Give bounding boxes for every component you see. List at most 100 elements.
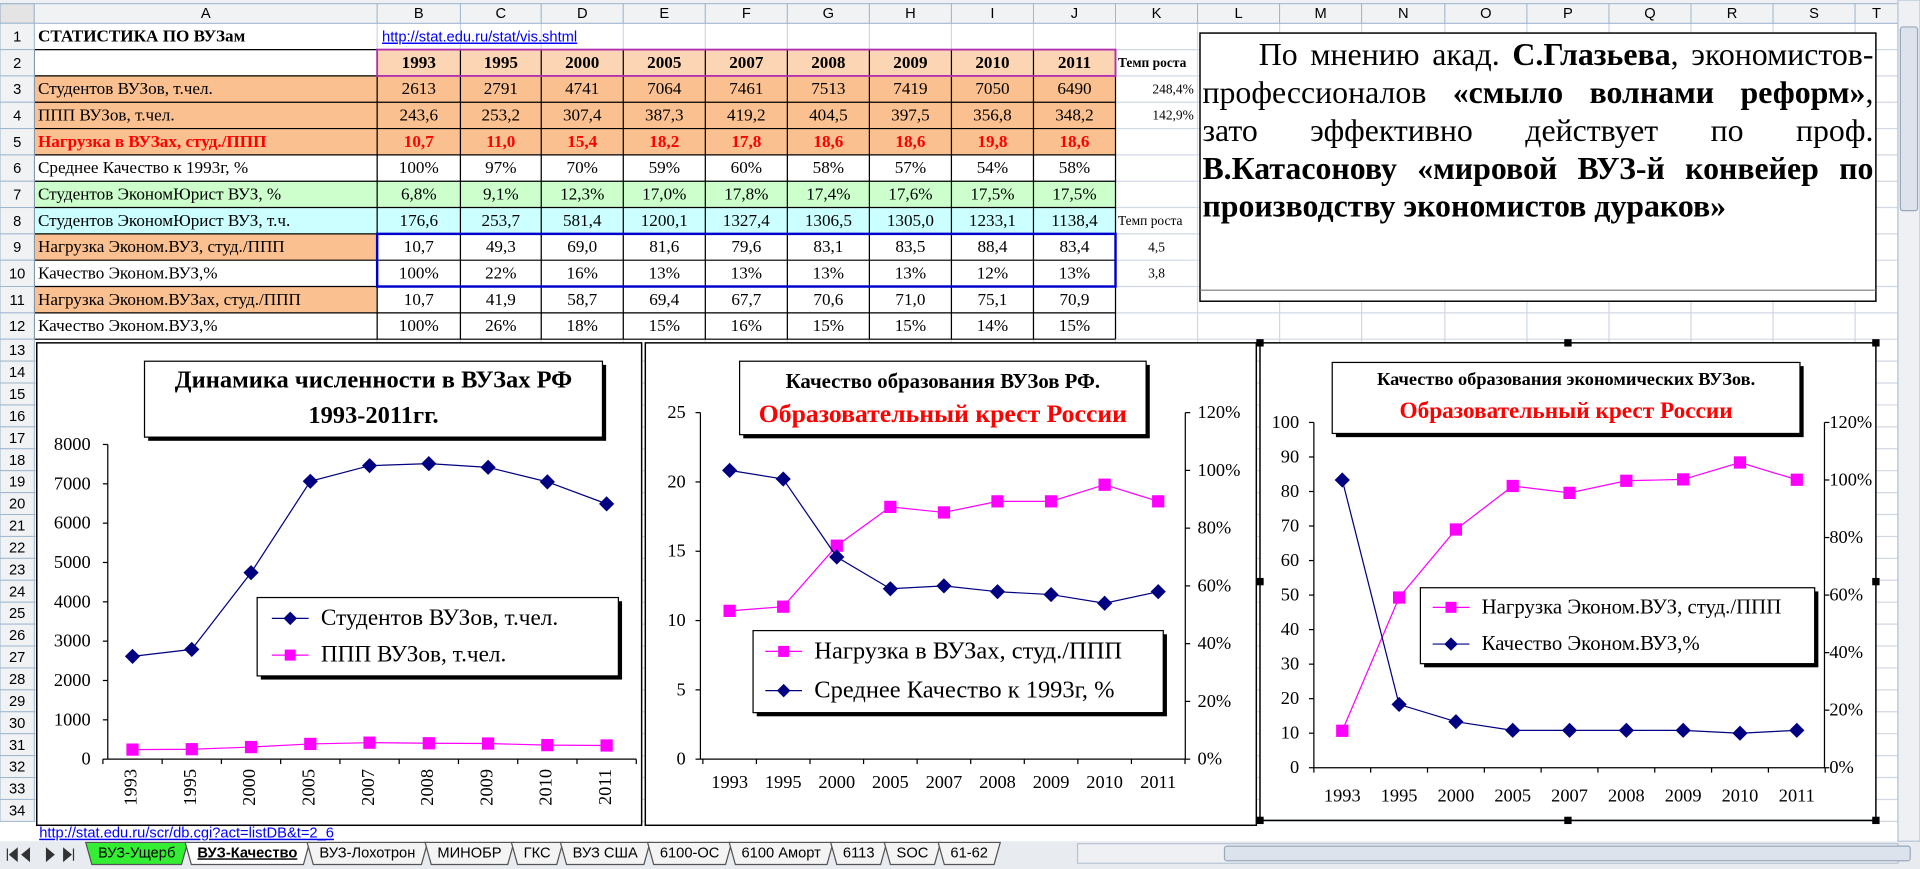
scroll-thumb[interactable] — [1899, 26, 1919, 212]
cell-text: ППП ВУЗов, т.чел. — [38, 106, 175, 125]
sheet-tab[interactable] — [306, 841, 429, 866]
data-marker — [1561, 722, 1578, 738]
selection-handle[interactable] — [1564, 339, 1572, 347]
x-tick-label: 2011 — [595, 769, 615, 805]
y2-tick-label: 20% — [1829, 700, 1863, 720]
row-header[interactable] — [0, 798, 35, 822]
tab-nav-button[interactable] — [63, 847, 75, 863]
row-header[interactable] — [0, 75, 35, 103]
x-tick-label: 2007 — [926, 772, 963, 792]
sheet-tab[interactable] — [424, 841, 515, 866]
legend-label: Среднее Качество к 1993г, % — [814, 676, 1114, 703]
row-header[interactable] — [0, 22, 35, 51]
x-tick-label: 2009 — [476, 769, 496, 806]
row-header[interactable] — [0, 286, 35, 314]
cell-text: 2005 — [647, 53, 681, 72]
cell-text: 13% — [813, 264, 844, 283]
y2-tick-label: 0% — [1829, 757, 1853, 777]
row-header-label: 8 — [13, 214, 21, 230]
row-header-label: 28 — [9, 672, 25, 688]
data-marker — [936, 578, 952, 594]
selection-handle[interactable] — [1256, 339, 1264, 347]
y-tick-label: 10 — [667, 610, 685, 630]
selection-handle[interactable] — [1256, 816, 1264, 825]
cell-text: 83,4 — [1060, 237, 1090, 256]
cell-fill — [541, 49, 624, 76]
y-tick-label: 30 — [1281, 654, 1299, 674]
cell-text: СТАТИСТИКА ПО ВУЗам — [38, 27, 246, 46]
cell-text: 17,4% — [806, 185, 850, 204]
cell-text: Темп роста — [1118, 55, 1187, 70]
sheet-tab[interactable] — [646, 841, 733, 866]
row-header[interactable] — [0, 312, 35, 340]
data-marker — [1563, 486, 1576, 500]
y-tick-label: 70 — [1281, 515, 1299, 535]
row-header[interactable] — [0, 259, 35, 288]
cell-fill — [541, 207, 624, 234]
row-header-label: 23 — [9, 562, 25, 578]
sheet-tab-label: ГКС — [524, 845, 551, 861]
data-marker — [184, 641, 200, 657]
selection-handle[interactable] — [1564, 816, 1572, 825]
cell-fill — [869, 207, 952, 234]
hyperlink[interactable]: http://stat.edu.ru/scr/db.cgi?act=listDB… — [39, 826, 334, 842]
row-header[interactable] — [0, 180, 35, 209]
data-marker — [723, 604, 736, 617]
row-header-label: 7 — [13, 187, 21, 203]
data-marker — [1391, 696, 1407, 713]
sheet-tab[interactable] — [728, 841, 834, 866]
data-marker — [882, 581, 898, 597]
data-marker — [1449, 523, 1463, 536]
sheet-tab[interactable] — [510, 841, 564, 866]
data-marker — [185, 743, 198, 756]
cell-text: 97% — [485, 158, 516, 177]
cell-fill — [869, 102, 952, 129]
column-header-label: R — [1727, 6, 1738, 22]
row-header-label: 4 — [13, 109, 21, 125]
data-marker — [1043, 586, 1059, 603]
cell-fill — [951, 181, 1034, 208]
row-header-label: 5 — [13, 135, 21, 151]
row-header[interactable] — [0, 154, 35, 182]
y2-tick-label: 80% — [1198, 518, 1232, 538]
scroll-thumb[interactable] — [1223, 845, 1911, 862]
cell-text: 2791 — [484, 79, 518, 98]
cell-text: 7064 — [647, 79, 682, 98]
text-box-frame — [1199, 32, 1877, 302]
row-header[interactable] — [0, 49, 35, 77]
y-tick-label: 6000 — [54, 513, 91, 533]
sheet-tab[interactable] — [937, 841, 1002, 866]
column-header-label: I — [990, 6, 994, 22]
row-header[interactable] — [0, 101, 35, 130]
cell-text: 2000 — [565, 53, 599, 72]
row-header-label: 24 — [9, 584, 25, 600]
tab-nav-button[interactable] — [45, 847, 55, 863]
selection-handle[interactable] — [1256, 577, 1264, 586]
cell-fill — [705, 207, 788, 234]
row-header-label: 26 — [9, 628, 25, 644]
cell-text: 7419 — [893, 79, 927, 98]
selection-handle[interactable] — [1872, 816, 1880, 825]
cell-text: 15% — [1059, 316, 1090, 335]
row-header[interactable] — [0, 207, 35, 235]
sheet-tab[interactable] — [559, 841, 651, 866]
row-header[interactable] — [0, 128, 35, 156]
hyperlink[interactable]: http://stat.edu.ru/stat/vis.shtml — [382, 30, 577, 46]
sheet-tab[interactable] — [84, 841, 189, 866]
selection-handle[interactable] — [1872, 339, 1880, 347]
sheet-tab[interactable] — [184, 841, 311, 866]
selection-handle[interactable] — [1872, 577, 1880, 586]
y2-tick-label: 20% — [1198, 691, 1232, 711]
tab-nav-button[interactable] — [21, 847, 31, 863]
sheet-tab[interactable] — [829, 841, 888, 866]
cell-text: 13% — [731, 264, 762, 283]
x-tick-label: 2008 — [417, 769, 437, 806]
row-header-label: 27 — [9, 650, 25, 666]
sheet-tab[interactable] — [883, 841, 942, 866]
tab-nav-button[interactable] — [6, 847, 18, 863]
x-tick-label: 1993 — [1324, 785, 1361, 805]
select-all[interactable] — [0, 3, 35, 24]
text-segment: «смыло волнами реформ» — [1452, 74, 1866, 111]
